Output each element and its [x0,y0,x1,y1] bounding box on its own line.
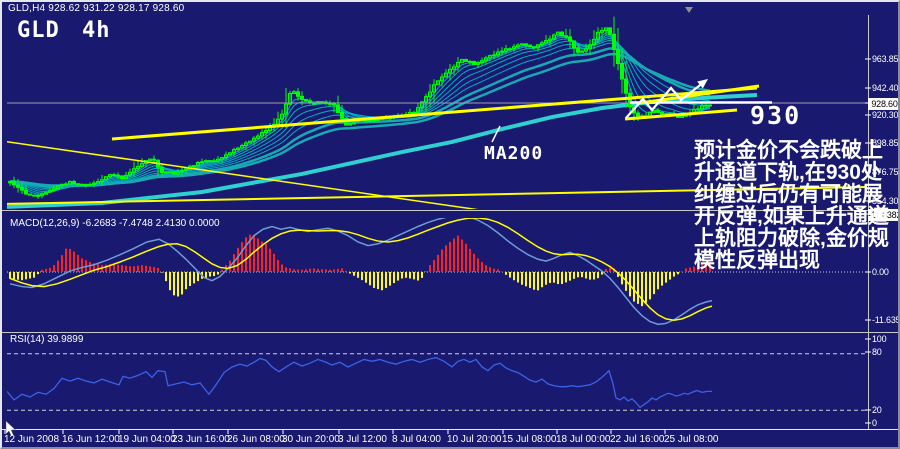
axis-scale-label: 876.75 [872,167,899,177]
macd-main-line [9,218,713,326]
time-axis-label: 22 Jul 16:00 [610,434,665,445]
symbol-ohlc-readout: GLD,H4 928.62 931.22 928.17 928.60 [8,3,185,14]
time-axis-label: 3 Jul 12:00 [338,434,387,445]
time-axis-label: 30 Jun 20:00 [282,434,340,445]
rsi-panel [7,353,866,411]
current-value-axis-label: 928.60 [868,98,898,110]
ema-ribbon-line [9,32,711,195]
rsi-indicator-label: RSI(14) 39.9899 [10,334,84,345]
time-axis-label: 23 Jun 16:00 [172,434,230,445]
current-value-axis-label: -11.6382 [868,209,900,221]
main-price-panel [7,16,866,209]
time-axis-label: 19 Jun 04:00 [118,434,176,445]
time-axis-label: 25 Jul 08:00 [664,434,719,445]
axis-scale-label: 0 [872,418,877,428]
ma200-pointer-line [491,125,501,143]
time-axis-label: 15 Jul 08:00 [502,434,557,445]
axis-scale-label: 854.30 [872,196,899,206]
time-axis-label: 10 Jul 20:00 [447,434,502,445]
ema-ribbon-thick-line [9,52,711,187]
descending-trendline [7,140,479,209]
scroll-marker-icon [685,7,693,13]
axis-scale-label: 20 [872,405,882,415]
time-axis-label: 26 Jun 08:00 [227,434,285,445]
ema-ribbon-line [9,36,711,193]
up-arrow-drawing [625,79,708,119]
lower-channel-line [7,186,866,205]
time-axis-label: 18 Jul 00:00 [556,434,611,445]
time-axis-label: 16 Jun 12:00 [62,434,120,445]
ma200-line [7,92,758,209]
macd-histogram [9,234,711,307]
ma200-label: MA200 [484,143,544,164]
chart-title: GLD 4h [17,18,111,43]
ema-ribbon-line [9,34,711,194]
axis-scale-label: 100 [872,334,887,344]
time-axis-label: 8 Jul 04:00 [392,434,441,445]
macd-panel [7,218,866,326]
rsi-value-line [7,356,712,409]
axis-scale-label: 963.85 [872,54,899,64]
ema-ribbon-line [9,39,711,190]
analysis-annotation: 预计金价不会跌破上 升通道下轨,在930处 纠缠过后仍有可能展 开反弹,如果上升… [694,139,889,272]
level-930-label: 930 [750,101,802,130]
axis-scale-label: 80 [872,347,882,357]
mini-channel-lower [624,108,738,121]
axis-scale-label: 920.30 [872,110,899,120]
macd-signal-line [9,218,713,321]
axis-scale-label: 898.85 [872,138,899,148]
ema-ribbon-line [9,37,711,191]
axis-scale-label: 0.00 [872,267,889,277]
macd-indicator-label: MACD(12,26,9) -6.2683 -7.4748 2.4130 0.0… [10,218,220,229]
cursor-icon [5,420,17,437]
axis-scale-label: 942.40 [872,83,899,93]
channel-support-trendline [111,86,758,141]
time-axis-label: 12 Jun 2008 [4,434,60,445]
panel-borders [2,7,898,437]
